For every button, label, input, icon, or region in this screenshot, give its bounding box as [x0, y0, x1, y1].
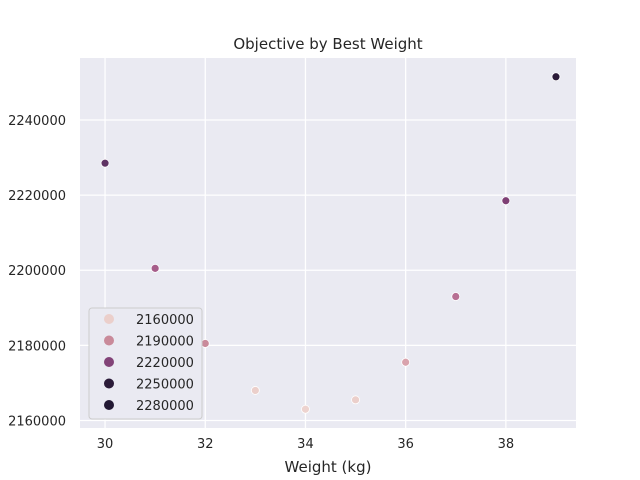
data-point [551, 72, 561, 82]
legend-box [88, 307, 203, 420]
legend-label: 2160000 [136, 313, 194, 328]
data-point [301, 404, 310, 414]
x-tick-label: 30 [97, 437, 114, 452]
x-tick-label: 32 [197, 437, 214, 452]
legend-label: 2280000 [136, 399, 194, 414]
legend-marker [104, 400, 114, 410]
data-point [451, 292, 461, 301]
legend-label: 2190000 [136, 335, 194, 350]
x-tick-label: 38 [498, 437, 515, 452]
y-tick-label: 2160000 [8, 414, 66, 429]
data-point [501, 196, 511, 206]
y-tick-label: 2240000 [8, 114, 66, 129]
y-tick-label: 2200000 [8, 264, 66, 279]
x-tick-labels: 30 32 34 36 38 [97, 437, 514, 452]
legend-label: 2220000 [136, 356, 194, 371]
x-axis-label: Weight (kg) [285, 458, 372, 476]
grid [80, 58, 576, 428]
legend-marker [104, 314, 114, 324]
legend-marker [104, 378, 114, 389]
data-point [401, 357, 411, 367]
legend-marker [104, 335, 114, 346]
legend-label: 2250000 [136, 378, 194, 393]
y-tick-label: 2180000 [8, 339, 66, 354]
data-points [100, 72, 561, 414]
x-tick-label: 34 [297, 437, 314, 452]
legend: 2160000 2190000 2220000 2250000 2280000 [88, 307, 203, 420]
data-point [250, 386, 260, 395]
x-tick-label: 36 [397, 437, 414, 452]
data-point [150, 263, 160, 273]
chart-title: Objective by Best Weight [233, 35, 422, 53]
legend-marker [104, 357, 114, 367]
data-point [100, 158, 110, 168]
data-point [351, 395, 360, 405]
y-tick-labels: 2160000 2180000 2200000 2220000 2240000 [8, 114, 66, 430]
y-tick-label: 2220000 [8, 189, 66, 204]
